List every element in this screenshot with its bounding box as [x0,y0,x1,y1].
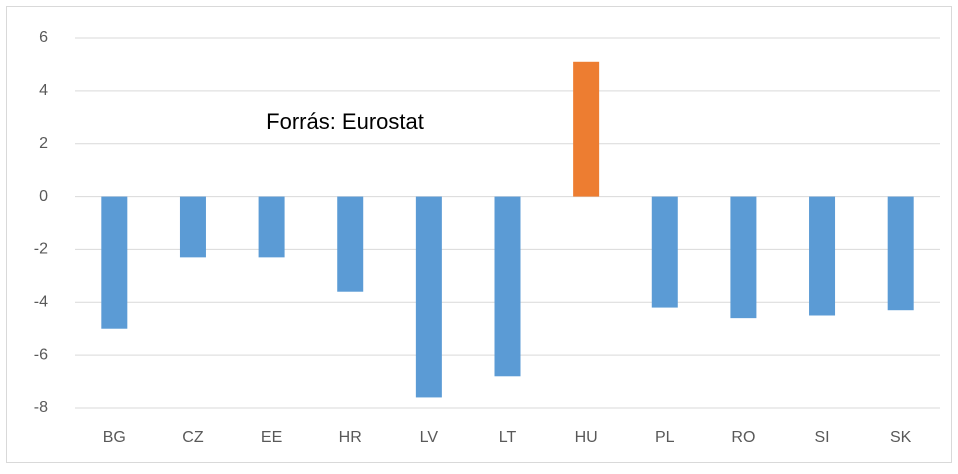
y-tick-label: -8 [34,399,48,416]
x-tick-label: LV [420,429,439,446]
bar [258,196,285,258]
bar [887,196,914,311]
bar [809,196,836,316]
x-tick-label: SK [890,429,912,446]
y-tick-label: 0 [39,188,48,205]
y-tick-label: 2 [39,135,48,152]
x-tick-label: SI [814,429,829,446]
chart-border [6,6,952,463]
bar [573,61,600,197]
x-tick-label: RO [731,429,755,446]
bar [730,196,757,319]
bar [179,196,206,258]
x-tick-label: HR [339,429,362,446]
x-tick-label: PL [655,429,675,446]
bar [337,196,364,292]
x-tick-label: LT [499,429,517,446]
bar [101,196,128,329]
y-tick-label: -4 [34,294,48,311]
x-tick-label: CZ [182,429,204,446]
x-tick-label: EE [261,429,282,446]
x-tick-label: BG [103,429,126,446]
y-tick-label: -6 [34,346,48,363]
bar [415,196,442,398]
y-tick-label: -2 [34,241,48,258]
y-tick-label: 4 [39,82,48,99]
annotation: Forrás: Eurostat [266,109,424,134]
x-tick-label: HU [575,429,598,446]
bar [651,196,678,308]
bar [494,196,521,377]
y-tick-label: 6 [39,29,48,46]
